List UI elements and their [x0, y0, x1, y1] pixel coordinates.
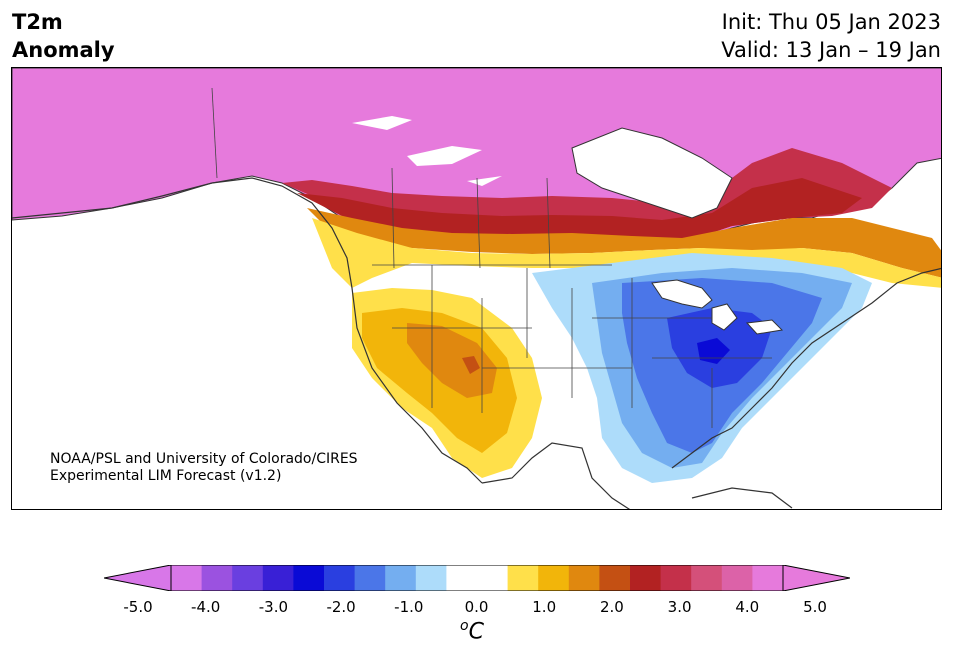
- colorbar-tick-label: 2.0: [599, 598, 624, 616]
- warm-band-yellow: [312, 218, 941, 288]
- colorbar-high-extend: [782, 565, 850, 591]
- hudson-bay: [571, 127, 733, 219]
- forecast-dates: Init: Thu 05 Jan 2023 Valid: 13 Jan – 19…: [721, 8, 941, 64]
- unit-degree: o: [460, 618, 469, 634]
- colorbar-segment: [660, 565, 692, 591]
- colorbar-segment: [507, 565, 539, 591]
- title-variable: T2m: [12, 10, 63, 34]
- colorbar-segment: [538, 565, 570, 591]
- southwest-warm-orange: [407, 323, 497, 398]
- colorbar-segment: [293, 565, 325, 591]
- east-cold-peak: [697, 338, 730, 364]
- colorbar-unit: oC: [460, 618, 484, 644]
- credit-line-2: Experimental LIM Forecast (v1.2): [50, 468, 282, 484]
- colorbar-segment: [262, 565, 294, 591]
- colorbar-tick-label: -5.0: [123, 598, 153, 616]
- colorbar-segment: [171, 565, 203, 591]
- anomaly-map: NOAA/PSL and University of Colorado/CIRE…: [11, 67, 942, 510]
- title-subtitle: Anomaly: [12, 38, 115, 62]
- map-canvas: [12, 68, 941, 509]
- political-borders: [211, 87, 772, 428]
- colorbar-tick-label: 3.0: [667, 598, 692, 616]
- colorbar-segment: [232, 565, 264, 591]
- map-title: T2m Anomaly: [12, 8, 115, 64]
- colorbar-segment: [721, 565, 753, 591]
- credit-line-1: NOAA/PSL and University of Colorado/CIRE…: [50, 451, 358, 467]
- great-lakes: [651, 279, 784, 335]
- colorbar-segment: [599, 565, 631, 591]
- colorbar-segment: [201, 565, 233, 591]
- colorbar-tick-label: 4.0: [735, 598, 760, 616]
- colorbar-outline: [170, 565, 784, 591]
- valid-dates: Valid: 13 Jan – 19 Jan: [721, 38, 941, 62]
- colorbar-segment: [691, 565, 723, 591]
- warm-band-orange: [307, 208, 941, 278]
- colorbar-segment: [354, 565, 386, 591]
- colorbar-segment: [324, 565, 356, 591]
- warm-band-dark: [297, 178, 862, 246]
- colorbar-segment: [385, 565, 417, 591]
- northern-lakes: [352, 116, 502, 186]
- colorbar-segments: [171, 565, 784, 591]
- coastlines: [12, 177, 941, 509]
- colorbar-segment: [568, 565, 600, 591]
- colorbar-tick-label: -1.0: [394, 598, 424, 616]
- colorbar-tick-label: 0.0: [464, 598, 489, 616]
- colorbar-tick-label: 5.0: [803, 598, 827, 616]
- colorbar-tick-labels: -5.0 -4.0 -3.0 -2.0 -1.0 0.0 1.0 2.0 3.0 4.0 5.0: [0, 598, 953, 618]
- colorbar-low-extend: [104, 565, 172, 591]
- colorbar-tick-label: 1.0: [532, 598, 557, 616]
- colorbar-segment: [446, 565, 478, 591]
- colorbar-segment: [630, 565, 662, 591]
- colorbar-tick-label: -4.0: [191, 598, 221, 616]
- colorbar-segment: [477, 565, 509, 591]
- colorbar-tick-label: -3.0: [258, 598, 289, 616]
- colorbar-segment: [415, 565, 447, 591]
- credit-text: NOAA/PSL and University of Colorado/CIRE…: [50, 451, 358, 485]
- colorbar: [104, 565, 850, 591]
- colorbar-segment: [752, 565, 784, 591]
- unit-letter: C: [468, 619, 484, 645]
- southwest-warm-peak: [462, 356, 480, 374]
- colorbar-tick-label: -2.0: [326, 598, 356, 616]
- init-date: Init: Thu 05 Jan 2023: [721, 10, 941, 34]
